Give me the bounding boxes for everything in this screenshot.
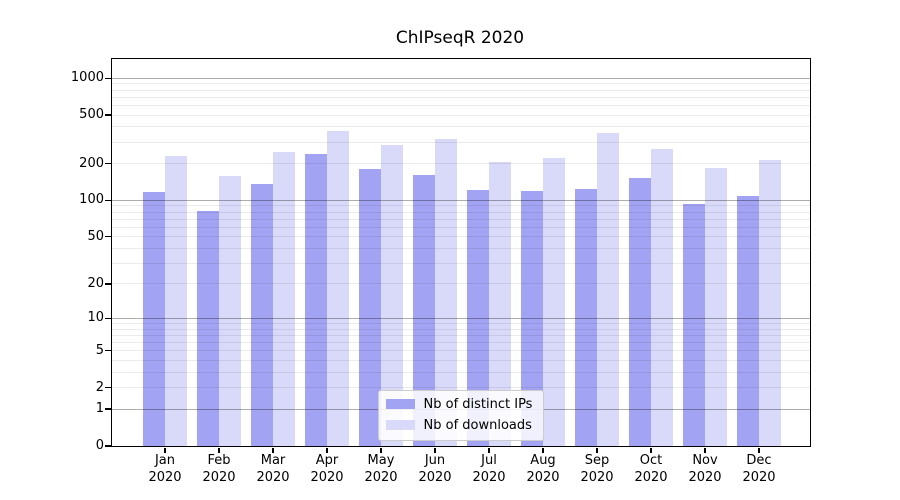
bar-nov-downloads	[704, 167, 727, 446]
bar-mar-downloads	[272, 151, 295, 446]
y-tick-label: 1000	[70, 70, 104, 86]
y-tick-label: 2	[95, 379, 104, 395]
y-tick-label: 0	[95, 438, 104, 453]
bar-sep-downloads	[596, 132, 619, 446]
x-tick-mark	[164, 447, 166, 453]
bar-jun-distinct-ips	[412, 174, 435, 446]
y-tick-mark	[104, 386, 111, 389]
legend-label-distinct-ips: Nb of distinct IPs	[423, 396, 533, 412]
x-tick-label-feb: Feb 2020	[202, 453, 236, 485]
y-tick-label: 10	[87, 310, 104, 326]
y-tick-mark	[104, 199, 111, 201]
x-tick-label-oct: Oct 2020	[634, 453, 668, 485]
x-tick-mark	[326, 447, 328, 453]
x-tick-mark	[218, 447, 220, 453]
x-tick-mark	[380, 447, 382, 453]
y-tick-mark	[104, 349, 111, 352]
bar-jan-distinct-ips	[142, 192, 165, 446]
y-tick-label: 50	[87, 228, 104, 244]
bars-layer	[112, 59, 810, 446]
y-tick-mark	[104, 77, 111, 79]
bar-sep-distinct-ips	[574, 189, 597, 446]
bar-aug-distinct-ips	[520, 190, 543, 446]
y-tick-mark	[104, 236, 111, 238]
y-tick-label: 20	[87, 275, 104, 291]
bar-mar-distinct-ips	[250, 184, 273, 446]
bar-dec-distinct-ips	[736, 195, 759, 446]
x-tick-label-jun: Jun 2020	[418, 453, 452, 485]
x-tick-mark	[488, 447, 490, 453]
chart-title: ChIPseqR 2020	[395, 28, 525, 48]
y-tick-mark	[104, 445, 111, 447]
legend-label-downloads: Nb of downloads	[423, 417, 532, 433]
bar-feb-downloads	[218, 175, 241, 446]
bar-oct-distinct-ips	[628, 178, 651, 446]
bar-may-distinct-ips	[358, 169, 381, 446]
y-tick-mark	[104, 163, 111, 165]
x-tick-mark	[596, 447, 598, 453]
bar-aug-downloads	[542, 157, 565, 446]
y-tick-label: 200	[79, 155, 104, 171]
bar-jul-distinct-ips	[466, 190, 489, 446]
plot-area: Nb of distinct IPs Nb of downloads	[110, 57, 811, 447]
x-tick-label-jan: Jan 2020	[148, 453, 182, 485]
x-tick-mark	[758, 447, 760, 453]
bar-jun-downloads	[434, 138, 457, 446]
y-tick-mark	[104, 114, 111, 116]
x-tick-label-nov: Nov 2020	[688, 453, 722, 485]
bar-oct-downloads	[650, 149, 673, 446]
x-tick-label-dec: Dec 2020	[742, 453, 776, 485]
bar-may-downloads	[380, 145, 403, 446]
y-tick-mark	[104, 408, 111, 410]
x-tick-label-mar: Mar 2020	[256, 453, 290, 485]
y-tick-label: 5	[95, 342, 104, 358]
bar-jan-downloads	[164, 156, 187, 446]
y-tick-label: 1	[95, 401, 104, 417]
x-tick-mark	[704, 447, 706, 453]
x-tick-label-may: May 2020	[364, 453, 398, 485]
x-tick-label-apr: Apr 2020	[310, 453, 344, 485]
x-tick-mark	[650, 447, 652, 453]
y-tick-label: 100	[79, 192, 104, 208]
bar-nov-distinct-ips	[682, 203, 705, 446]
x-tick-label-aug: Aug 2020	[526, 453, 560, 485]
bar-apr-distinct-ips	[304, 153, 327, 446]
x-tick-mark	[272, 447, 274, 453]
x-tick-label-jul: Jul 2020	[472, 453, 506, 485]
bar-dec-downloads	[758, 159, 781, 446]
bar-feb-distinct-ips	[196, 210, 219, 446]
legend-item-distinct-ips: Nb of distinct IPs	[385, 396, 533, 412]
bar-apr-downloads	[326, 130, 349, 446]
y-tick-mark	[104, 317, 111, 319]
x-tick-mark	[434, 447, 436, 453]
legend-item-downloads: Nb of downloads	[385, 417, 533, 433]
y-tick-mark	[104, 283, 111, 285]
legend: Nb of distinct IPs Nb of downloads	[377, 389, 545, 441]
bar-jul-downloads	[488, 161, 511, 446]
x-tick-label-sep: Sep 2020	[580, 453, 614, 485]
legend-swatch-distinct-ips-icon	[385, 399, 415, 409]
y-tick-label: 500	[79, 107, 104, 122]
x-tick-mark	[542, 447, 544, 453]
legend-swatch-downloads-icon	[385, 420, 415, 430]
